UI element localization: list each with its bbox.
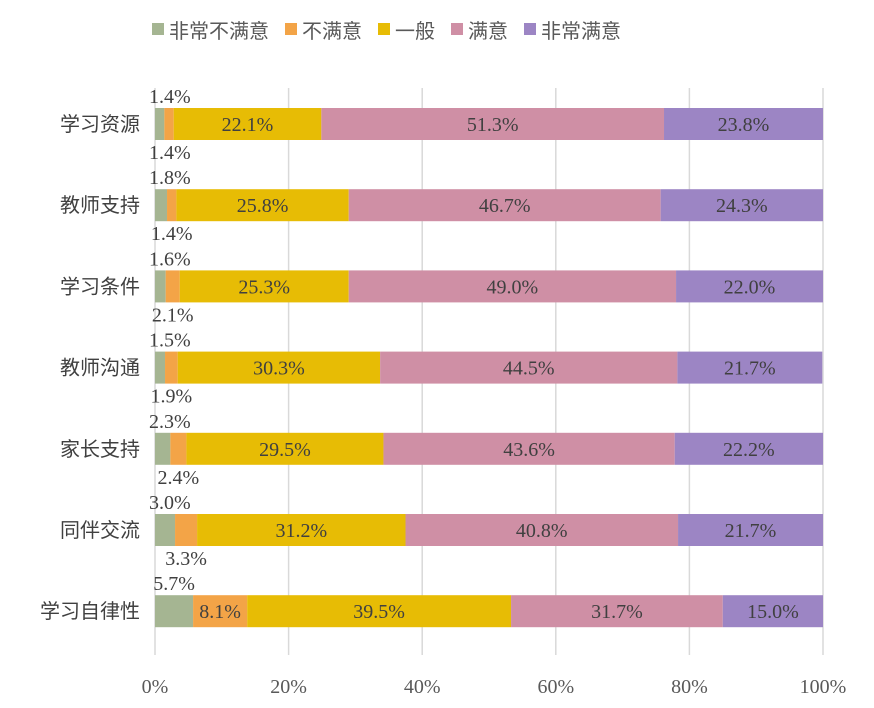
bar-segment	[678, 514, 823, 546]
data-label: 1.5%	[149, 330, 191, 352]
bar-segment	[676, 270, 823, 303]
data-label: 43.6%	[503, 439, 555, 461]
bar-segment	[197, 514, 406, 546]
bar-segment	[155, 108, 165, 140]
bar-segment	[155, 270, 166, 303]
bar-segment	[660, 189, 823, 222]
data-label: 1.8%	[149, 167, 191, 189]
bar-segment	[321, 108, 665, 140]
data-label: 46.7%	[479, 195, 531, 217]
data-label: 44.5%	[503, 358, 555, 380]
x-tick-label: 100%	[800, 676, 847, 698]
data-label: 30.3%	[253, 358, 305, 380]
data-label: 3.3%	[165, 548, 207, 570]
bar-segment	[167, 189, 177, 222]
bar-segment	[348, 189, 661, 222]
x-tick-label: 40%	[404, 676, 441, 698]
bar-segment	[177, 351, 381, 384]
bar-segment	[155, 351, 166, 384]
legend-label: 一般	[395, 20, 435, 43]
x-tick-label: 0%	[142, 676, 169, 698]
bar-segment	[348, 270, 677, 303]
data-label: 5.7%	[153, 573, 195, 595]
bar-segment	[175, 514, 198, 546]
bar-segment	[383, 432, 675, 465]
bar-segment	[380, 351, 678, 384]
data-label: 15.0%	[747, 601, 799, 623]
data-label: 49.0%	[487, 276, 539, 298]
bar-segment	[155, 514, 176, 546]
bar-segment	[193, 595, 248, 628]
bar-segment	[179, 270, 349, 303]
x-tick-label: 60%	[537, 676, 574, 698]
bar-segment	[176, 189, 349, 222]
bar-segment	[155, 189, 168, 222]
data-label: 25.8%	[237, 195, 289, 217]
bar-segment	[722, 595, 823, 628]
data-label: 29.5%	[259, 439, 311, 461]
category-label: 同伴交流	[60, 519, 140, 542]
data-label: 2.1%	[152, 304, 194, 326]
bar-segment	[173, 108, 322, 140]
data-label: 2.3%	[149, 411, 191, 433]
data-label: 2.4%	[158, 467, 200, 489]
x-tick-label: 20%	[270, 676, 307, 698]
bar-segment	[186, 432, 384, 465]
data-label: 25.3%	[238, 276, 290, 298]
data-label: 1.4%	[149, 86, 191, 108]
data-label: 1.6%	[149, 248, 191, 270]
legend-label: 非常满意	[541, 20, 621, 43]
legend-swatch	[152, 23, 164, 35]
legend-swatch	[285, 23, 297, 35]
data-label: 22.0%	[724, 276, 776, 298]
bar-segment	[170, 432, 187, 465]
category-label: 学习条件	[60, 275, 140, 298]
data-label: 21.7%	[725, 520, 777, 542]
bar-segment	[165, 351, 178, 384]
legend-swatch	[524, 23, 536, 35]
bar-segment	[664, 108, 823, 140]
bar-segment	[247, 595, 512, 628]
category-label: 教师支持	[60, 194, 140, 217]
bar-segment	[155, 595, 194, 628]
data-label: 3.0%	[149, 492, 191, 514]
data-label: 22.2%	[723, 439, 775, 461]
bar-segment	[405, 514, 679, 546]
data-label: 1.4%	[151, 223, 193, 245]
bar-segment	[674, 432, 823, 465]
category-label: 家长支持	[60, 438, 140, 461]
bar-segment	[165, 270, 180, 303]
legend-label: 非常不满意	[169, 20, 269, 43]
bar-segment	[511, 595, 723, 628]
legend-label: 不满意	[302, 20, 362, 43]
data-label: 23.8%	[718, 114, 770, 136]
legend-swatch	[451, 23, 463, 35]
bar-segment	[164, 108, 174, 140]
data-label: 40.8%	[516, 520, 568, 542]
category-label: 学习自律性	[40, 600, 140, 623]
data-label: 1.4%	[149, 142, 191, 164]
data-label: 39.5%	[353, 601, 405, 623]
data-label: 24.3%	[716, 195, 768, 217]
bar-segment	[677, 351, 823, 384]
x-tick-label: 80%	[671, 676, 708, 698]
data-label: 31.7%	[591, 601, 643, 623]
legend-swatch	[378, 23, 390, 35]
data-label: 21.7%	[724, 358, 776, 380]
data-label: 22.1%	[222, 114, 274, 136]
data-label: 31.2%	[275, 520, 327, 542]
legend-label: 满意	[468, 20, 508, 43]
category-label: 学习资源	[60, 113, 140, 136]
data-label: 8.1%	[199, 601, 241, 623]
bar-segment	[155, 432, 171, 465]
data-label: 1.9%	[151, 386, 193, 408]
data-label: 51.3%	[467, 114, 519, 136]
category-label: 教师沟通	[60, 357, 140, 380]
